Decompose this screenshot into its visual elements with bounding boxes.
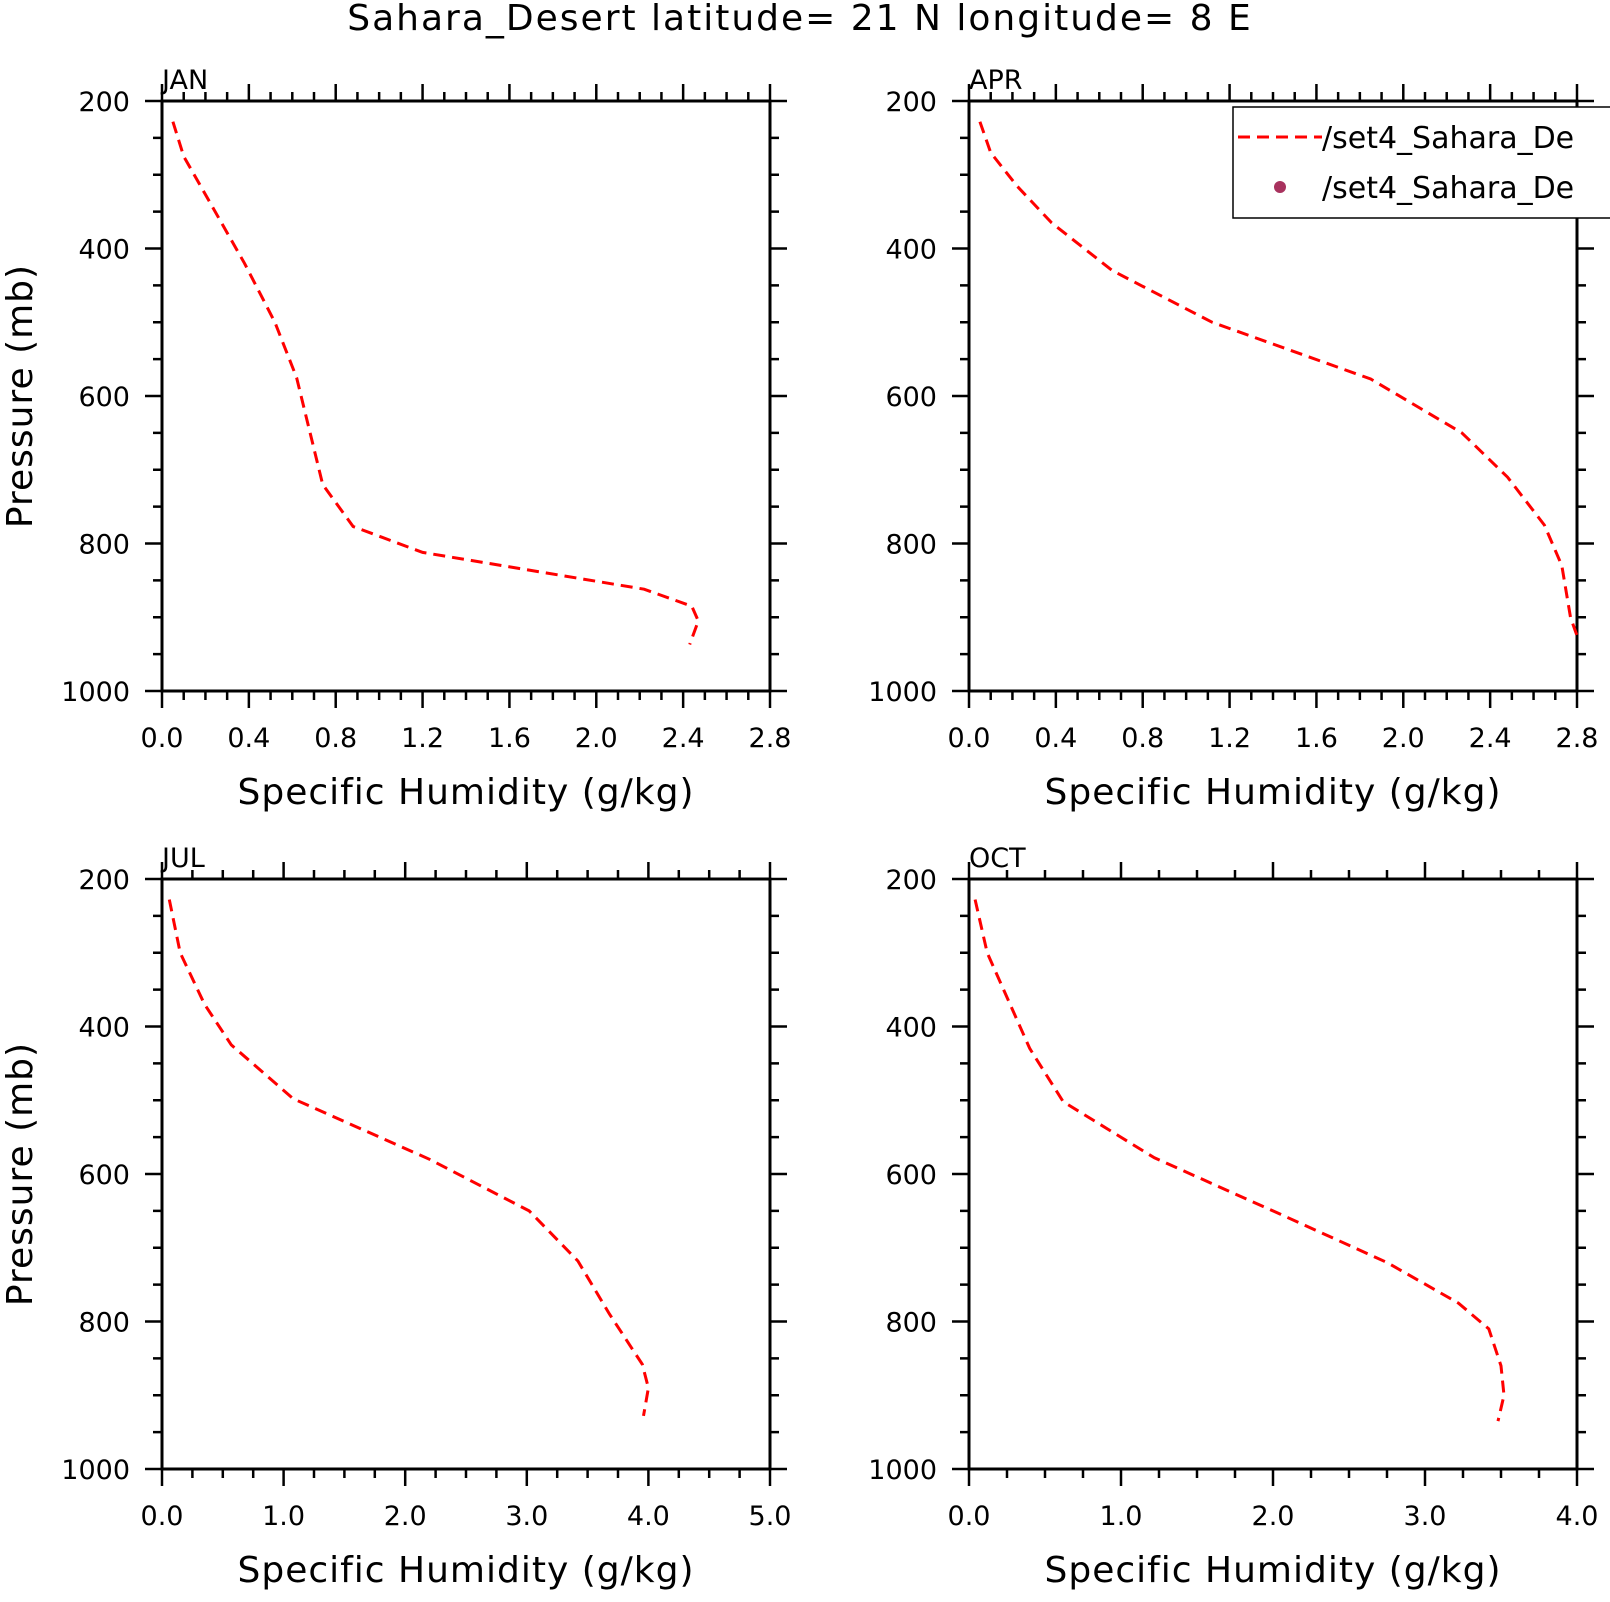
panel-jul: JUL 0.0 1.0 2.0 3.0 4.0 5.0 200 400 600 800 1000 Spe… xyxy=(0,843,791,1591)
y-tick-label: 400 xyxy=(885,1013,937,1044)
y-tick-label: 1000 xyxy=(868,1455,937,1486)
y-tick-label: 600 xyxy=(885,382,937,413)
y-tick-label: 800 xyxy=(78,1308,130,1339)
plot-frame xyxy=(967,877,1579,1471)
legend-swatch-dot xyxy=(1274,181,1286,193)
x-tick-label: 4.0 xyxy=(1556,1501,1599,1532)
panel-apr: APR 0.0 0.4 0.8 1.2 1.6 2.0 2.4 2.8 200 400 600 800 1… xyxy=(868,65,1598,813)
legend-label: /set4_Sahara_De xyxy=(1322,171,1574,206)
x-tick-label: 4.0 xyxy=(627,1501,670,1532)
x-axis-label: Specific Humidity (g/kg) xyxy=(1044,772,1501,813)
plot-frame xyxy=(160,877,772,1471)
y-tick-label: 1000 xyxy=(61,1455,130,1486)
y-tick-label: 600 xyxy=(885,1160,937,1191)
x-axis-label: Specific Humidity (g/kg) xyxy=(237,772,694,813)
y-tick-label: 400 xyxy=(78,1013,130,1044)
x-tick-label: 0.0 xyxy=(141,1501,184,1532)
x-tick-label: 1.2 xyxy=(401,723,444,754)
panel-label: JUL xyxy=(160,843,205,874)
y-tick-label: 800 xyxy=(78,530,130,561)
panels: JAN 0.0 0.4 0.8 1.2 1.6 2.0 2.4 2.8 200 400 600 800 1… xyxy=(0,65,1598,1591)
x-tick-label: 0.8 xyxy=(1121,723,1164,754)
x-tick-label: 1.0 xyxy=(1100,1501,1143,1532)
y-tick-label: 800 xyxy=(885,1308,937,1339)
x-tick-label: 0.4 xyxy=(1034,723,1077,754)
series-line xyxy=(171,121,700,646)
figure-title: Sahara_Desert latitude= 21 N longitude= … xyxy=(347,0,1252,39)
y-tick-label: 400 xyxy=(78,235,130,266)
panel-label: APR xyxy=(969,65,1023,96)
y-tick-label: 200 xyxy=(78,865,130,896)
y-tick-label: 200 xyxy=(885,865,937,896)
x-tick-label: 1.2 xyxy=(1208,723,1251,754)
x-axis-label: Specific Humidity (g/kg) xyxy=(237,1550,694,1591)
x-tick-label: 1.6 xyxy=(1295,723,1338,754)
series-line xyxy=(973,899,1506,1422)
x-tick-label: 5.0 xyxy=(749,1501,792,1532)
x-tick-label: 2.4 xyxy=(1469,723,1512,754)
x-tick-label: 0.0 xyxy=(948,723,991,754)
x-tick-label: 2.0 xyxy=(384,1501,427,1532)
x-tick-label: 2.0 xyxy=(575,723,618,754)
x-tick-label: 0.0 xyxy=(948,1501,991,1532)
x-tick-label: 0.4 xyxy=(227,723,270,754)
y-tick-label: 200 xyxy=(78,87,130,118)
y-axis-label: Pressure (mb) xyxy=(0,264,41,528)
y-tick-label: 1000 xyxy=(61,677,130,708)
y-tick-label: 1000 xyxy=(868,677,937,708)
panel-oct: OCT 0.0 1.0 2.0 3.0 4.0 200 400 600 800 1000 Specif… xyxy=(868,843,1598,1591)
series-line xyxy=(978,121,1579,637)
legend: /set4_Sahara_De/set4_Sahara_De xyxy=(1232,106,1610,219)
x-tick-label: 2.0 xyxy=(1252,1501,1295,1532)
x-tick-label: 2.4 xyxy=(662,723,705,754)
y-tick-label: 600 xyxy=(78,382,130,413)
x-tick-label: 2.8 xyxy=(1556,723,1599,754)
y-tick-label: 400 xyxy=(885,235,937,266)
x-tick-label: 3.0 xyxy=(1404,1501,1447,1532)
x-tick-label: 2.0 xyxy=(1382,723,1425,754)
x-tick-label: 1.0 xyxy=(262,1501,305,1532)
y-tick-label: 800 xyxy=(885,530,937,561)
x-tick-label: 1.6 xyxy=(488,723,531,754)
series-line xyxy=(167,899,650,1417)
x-tick-label: 3.0 xyxy=(505,1501,548,1532)
y-tick-label: 600 xyxy=(78,1160,130,1191)
legend-label: /set4_Sahara_De xyxy=(1322,121,1574,156)
panel-label: OCT xyxy=(969,843,1026,874)
y-axis-label: Pressure (mb) xyxy=(0,1042,41,1306)
y-tick-label: 200 xyxy=(885,87,937,118)
x-tick-label: 0.0 xyxy=(141,723,184,754)
panel-label: JAN xyxy=(160,65,208,96)
x-axis-label: Specific Humidity (g/kg) xyxy=(1044,1550,1501,1591)
x-tick-label: 0.8 xyxy=(314,723,357,754)
panel-jan: JAN 0.0 0.4 0.8 1.2 1.6 2.0 2.4 2.8 200 400 600 800 1… xyxy=(0,65,791,813)
legend-box xyxy=(1232,106,1610,219)
x-tick-label: 2.8 xyxy=(749,723,792,754)
